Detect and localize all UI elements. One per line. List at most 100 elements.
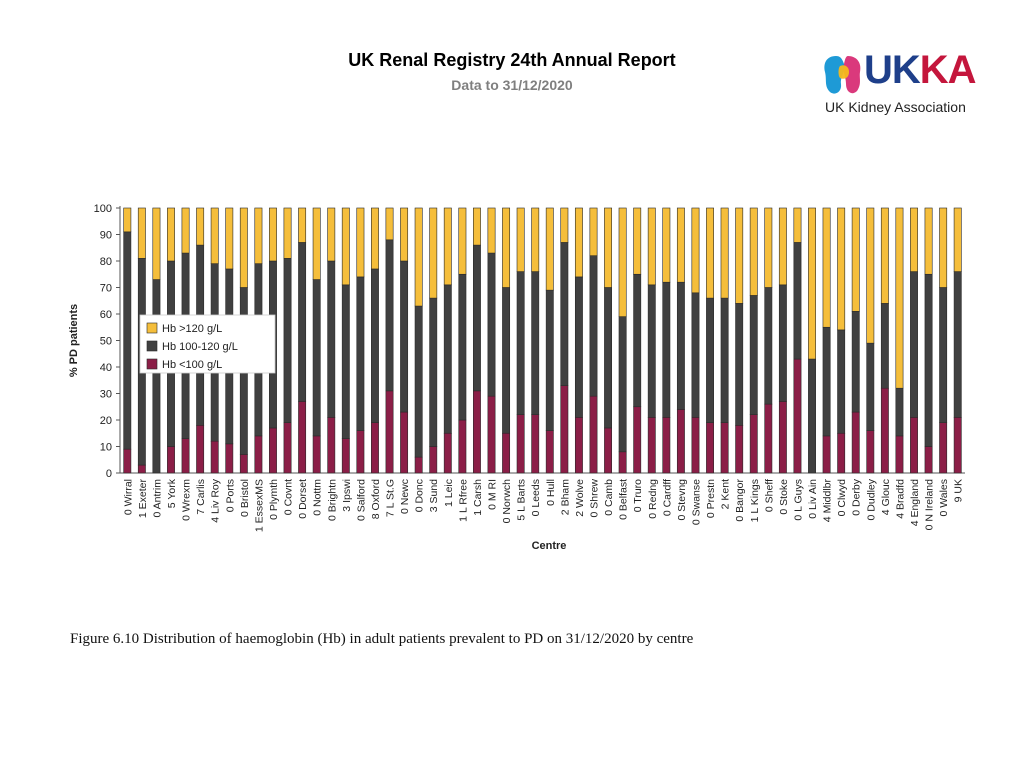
bar-segment — [953, 271, 962, 418]
bar-segment — [764, 287, 773, 405]
bar-segment — [676, 207, 685, 283]
bar-segment — [502, 287, 511, 434]
x-tick-label: 0 Ports — [224, 479, 236, 512]
bar-segment — [574, 417, 583, 474]
page-subtitle: Data to 31/12/2020 — [451, 77, 573, 93]
bar-segment — [574, 276, 583, 418]
x-tick-label: 1 Exeter — [137, 479, 149, 519]
bar-segment — [443, 284, 452, 434]
bar-segment — [371, 268, 379, 423]
bar-segment — [167, 207, 175, 262]
x-tick-label: 0 Donc — [414, 479, 426, 512]
x-tick-label: 1 L Rfree — [457, 479, 469, 522]
bar-segment — [837, 207, 846, 331]
bar-segment — [458, 207, 467, 275]
x-tick-label: 2 Bham — [559, 479, 571, 515]
x-tick-label: 0 Prestn — [705, 479, 717, 518]
bar-segment — [371, 422, 379, 474]
x-tick-label: 0 Sheff — [763, 479, 775, 512]
x-tick-label: 0 Wirral — [122, 479, 134, 515]
bar-segment — [851, 207, 860, 312]
bar-segment — [196, 207, 205, 246]
bar-segment — [735, 207, 744, 304]
bar-segment — [924, 446, 933, 474]
bar-segment — [910, 207, 918, 272]
x-tick-label: 0 Stoke — [778, 479, 790, 515]
bar-segment — [225, 207, 234, 270]
bar-segment — [458, 419, 467, 474]
x-tick-label: 9 UK — [953, 479, 965, 502]
bar-segment — [895, 207, 904, 389]
y-axis-label: % PD patients — [68, 304, 80, 377]
bar-segment — [880, 207, 889, 304]
bar-segment — [137, 207, 146, 259]
y-tick-label: 30 — [100, 389, 112, 401]
x-tick-label: 0 Bristol — [239, 479, 251, 517]
bar-segment — [953, 207, 962, 272]
x-tick-label: 0 N Ireland — [924, 479, 936, 531]
bar-segment — [910, 271, 918, 418]
bar-segment — [254, 207, 263, 264]
bar-segment — [327, 207, 336, 262]
y-tick-label: 100 — [94, 203, 112, 215]
bar-segment — [924, 273, 933, 447]
bar-segment — [560, 385, 569, 474]
bar-segment — [924, 207, 933, 275]
bar-segment — [735, 303, 744, 426]
bar-segment — [662, 417, 671, 474]
x-tick-label: 0 Derby — [851, 478, 863, 516]
bar-segment — [210, 207, 219, 264]
bar-segment — [706, 297, 714, 423]
bar-segment — [502, 207, 511, 288]
bar-segment — [618, 316, 627, 453]
bar-segment — [676, 281, 685, 410]
bar-segment — [516, 271, 525, 416]
x-tick-label: 3 Sund — [428, 479, 440, 512]
bar-segment — [152, 279, 161, 474]
bar-segment — [691, 292, 700, 418]
legend-label: Hb <100 g/L — [162, 359, 222, 371]
bar-segment — [851, 311, 860, 413]
y-tick-label: 50 — [100, 336, 112, 348]
x-tick-label: 4 Bradfd — [894, 479, 906, 519]
bar-segment — [327, 417, 336, 474]
bar-segment — [283, 207, 292, 259]
bar-segment — [283, 258, 292, 423]
bar-segment — [939, 422, 948, 474]
y-tick-label: 0 — [106, 468, 112, 480]
bar-segment — [414, 456, 423, 474]
y-tick-label: 90 — [100, 230, 112, 242]
bar-segment — [560, 207, 569, 243]
bar-segment — [181, 207, 190, 254]
bar-segment — [472, 207, 481, 246]
bar-segment — [953, 417, 962, 474]
x-tick-label: 1 EssexMS — [253, 479, 265, 532]
bar-segment — [531, 207, 540, 272]
x-tick-label: 1 Leic — [443, 479, 455, 507]
bar-segment — [487, 395, 496, 474]
x-axis-label: Centre — [532, 540, 567, 552]
bar-segment — [604, 287, 613, 429]
bar-segment — [531, 271, 540, 416]
page-title: UK Renal Registry 24th Annual Report — [348, 50, 676, 70]
x-tick-label: 0 Wales — [938, 479, 950, 517]
bar-segment — [269, 427, 277, 474]
bar-segment — [429, 207, 438, 299]
bar-segment — [633, 406, 642, 474]
legend-label: Hb >120 g/L — [162, 323, 222, 335]
x-tick-label: 0 Antrim — [151, 479, 163, 518]
x-tick-label: 0 Leeds — [530, 479, 542, 516]
bar-segment — [385, 239, 394, 392]
bar-segment — [808, 358, 816, 474]
figure-caption: Figure 6.10 Distribution of haemoglobin … — [70, 631, 694, 647]
logo-wordmark: UKKA — [864, 48, 977, 92]
bar-segment — [181, 438, 190, 474]
bar-segment — [239, 454, 248, 474]
bar-segment — [691, 417, 700, 474]
bar-segment — [371, 207, 379, 270]
bar-segment — [910, 417, 918, 474]
x-tick-label: 4 Glouc — [880, 479, 892, 515]
bar-segment — [822, 207, 831, 328]
bar-segment — [866, 342, 875, 431]
bar-segment — [633, 273, 642, 408]
